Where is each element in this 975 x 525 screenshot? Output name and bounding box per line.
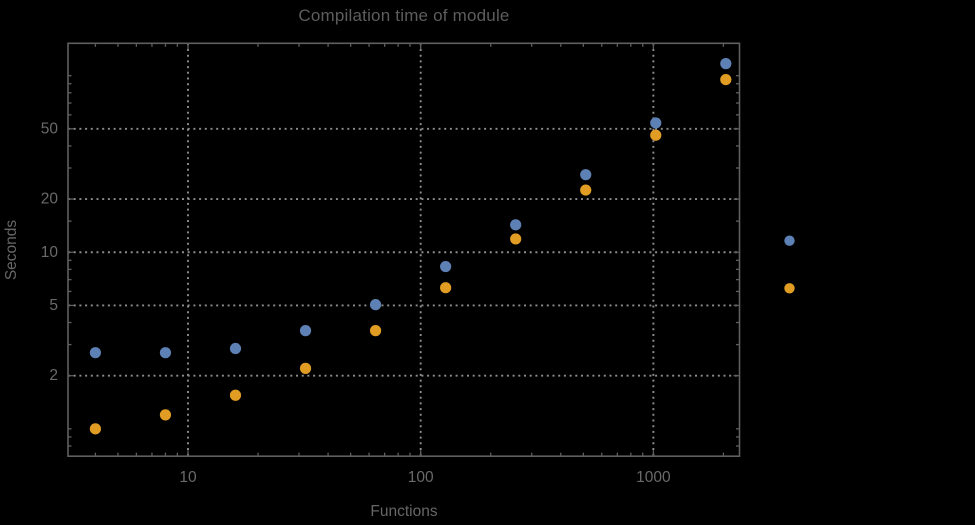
y-tick-label-5: 5 xyxy=(49,297,58,314)
data-point-orange-x512 xyxy=(580,184,592,196)
y-tick-label-10: 10 xyxy=(41,244,59,261)
data-point-orange-x4 xyxy=(89,423,102,435)
y-tick-label-50: 50 xyxy=(41,120,59,137)
data-point-blue-x64 xyxy=(369,299,382,311)
legend-marker-blue-series xyxy=(784,235,795,246)
x-axis-label: Functions xyxy=(370,503,438,520)
data-point-orange-x64 xyxy=(369,325,382,337)
data-point-orange-x256 xyxy=(510,233,522,245)
data-point-orange-x2048 xyxy=(720,73,732,86)
data-point-blue-x8 xyxy=(159,347,172,359)
x-tick-label-100: 100 xyxy=(408,469,434,486)
data-point-blue-x4 xyxy=(89,347,102,359)
data-point-blue-x2048 xyxy=(720,58,732,70)
data-point-orange-x1024 xyxy=(650,129,662,141)
data-point-blue-x16 xyxy=(229,342,242,355)
data-point-orange-x128 xyxy=(440,282,452,294)
data-point-blue-x256 xyxy=(510,219,522,231)
x-tick-label-1000: 1000 xyxy=(636,469,671,486)
data-point-orange-x32 xyxy=(299,362,312,374)
y-tick-label-20: 20 xyxy=(41,191,59,208)
data-point-orange-x16 xyxy=(229,389,242,401)
x-tick-label-10: 10 xyxy=(179,469,197,486)
data-point-blue-x1024 xyxy=(650,117,662,129)
plot-frame xyxy=(67,42,741,457)
data-point-orange-x8 xyxy=(159,409,172,421)
data-point-blue-x512 xyxy=(580,169,592,181)
legend-marker-orange-series xyxy=(784,283,795,294)
y-tick-label-2: 2 xyxy=(49,367,58,384)
data-point-blue-x32 xyxy=(299,325,312,337)
data-point-blue-x128 xyxy=(440,260,452,273)
chart-title: Compilation time of module xyxy=(298,6,510,25)
